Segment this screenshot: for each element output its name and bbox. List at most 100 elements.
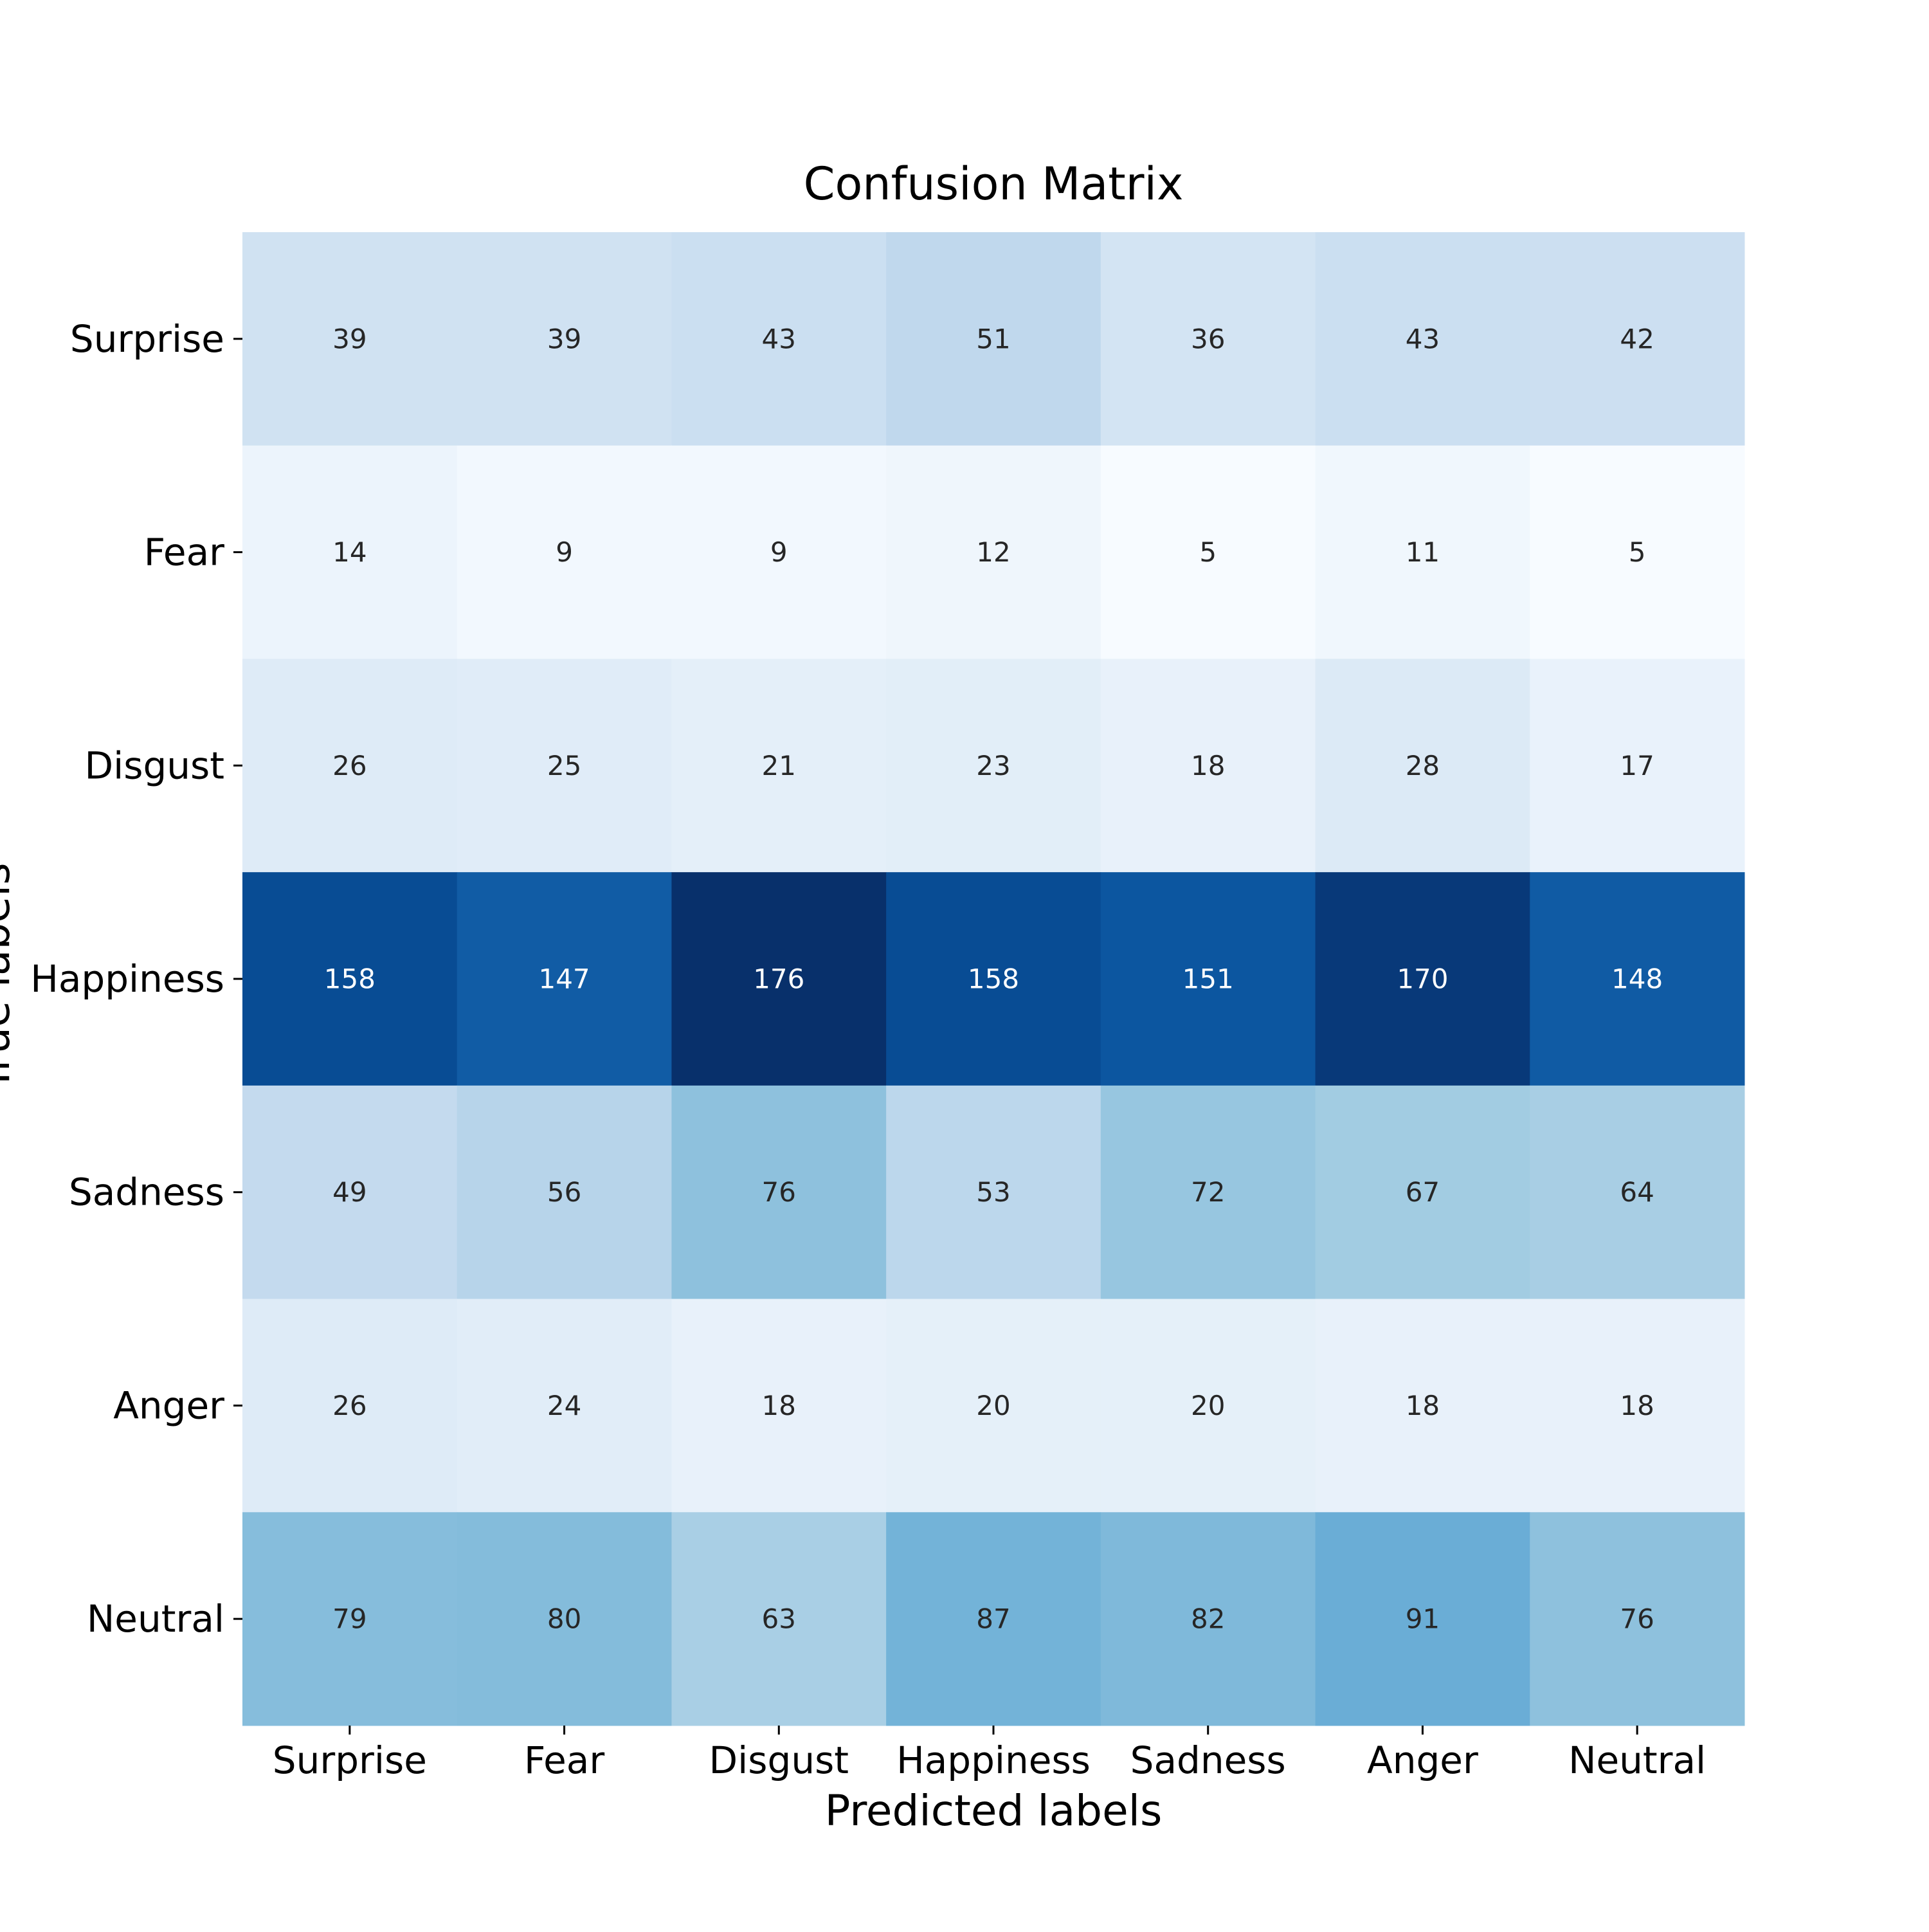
heatmap-cell [457, 232, 672, 446]
cell-value-label: 56 [547, 1176, 581, 1208]
cell-value-label: 64 [1620, 1176, 1654, 1208]
y-axis-title: True labels [0, 862, 19, 1091]
cell-value-label: 11 [1406, 536, 1440, 568]
heatmap-cell [886, 232, 1101, 446]
heatmap-cell [1315, 659, 1530, 873]
heatmap-cell [1315, 1299, 1530, 1513]
cell-value-label: 9 [556, 536, 573, 568]
heatmap-cell [1315, 872, 1530, 1086]
heatmap-cell [1100, 659, 1316, 873]
cell-value-label: 23 [976, 750, 1010, 781]
heatmap-cells [242, 232, 1745, 1726]
y-tick-label: Surprise [70, 317, 224, 361]
cell-value-label: 43 [1406, 323, 1440, 354]
cell-value-label: 12 [976, 536, 1010, 568]
cell-value-label: 18 [1406, 1390, 1440, 1421]
cell-value-label: 18 [1620, 1390, 1654, 1421]
cell-value-label: 5 [1199, 536, 1217, 568]
cell-value-label: 42 [1620, 323, 1654, 354]
heatmap-cell [457, 1085, 672, 1300]
cell-value-label: 17 [1620, 750, 1654, 781]
heatmap-cell [1530, 872, 1745, 1086]
x-tick-label: Neutral [1568, 1738, 1706, 1782]
y-tick-label: Disgust [84, 743, 224, 787]
cell-value-label: 36 [1191, 323, 1225, 354]
cell-value-label: 151 [1182, 963, 1234, 995]
heatmap-cell [886, 1299, 1101, 1513]
heatmap-cell [886, 445, 1101, 659]
heatmap-cell [1315, 1085, 1530, 1300]
heatmap-cell [1315, 1512, 1530, 1726]
cell-value-label: 18 [762, 1390, 796, 1421]
heatmap-cell [1530, 232, 1745, 446]
cell-value-label: 79 [332, 1603, 367, 1635]
heatmap-cell [671, 1085, 887, 1300]
heatmap-cell [457, 1299, 672, 1513]
cell-value-label: 80 [547, 1603, 581, 1635]
cell-value-labels: 39 39 43 51 36 43 42 14 9 9 12 5 11 5 26 25 21 23 18 28 17 15… [324, 323, 1663, 1634]
cell-value-label: 39 [547, 323, 581, 354]
heatmap-cell [242, 1085, 458, 1300]
heatmap-cell [1100, 445, 1316, 659]
cell-value-label: 76 [762, 1176, 796, 1208]
heatmap-cell [671, 445, 887, 659]
cell-value-label: 25 [547, 750, 581, 781]
x-axis: Surprise Fear Disgust Happiness Sadness Anger… [273, 1726, 1706, 1782]
cell-value-label: 28 [1406, 750, 1440, 781]
heatmap-cell [242, 872, 458, 1086]
cell-value-label: 14 [332, 536, 367, 568]
heatmap-cell [886, 1512, 1101, 1726]
cell-value-label: 53 [976, 1176, 1010, 1208]
heatmap-cell [457, 872, 672, 1086]
x-axis-title: Predicted labels [825, 1786, 1163, 1836]
y-tick-label: Sadness [69, 1171, 224, 1214]
cell-value-label: 43 [762, 323, 796, 354]
y-tick-label: Neutral [87, 1597, 224, 1641]
x-tick-label: Happiness [896, 1738, 1091, 1782]
cell-value-label: 49 [332, 1176, 367, 1208]
x-tick-label: Disgust [709, 1738, 849, 1782]
cell-value-label: 147 [538, 963, 590, 995]
cell-value-label: 158 [968, 963, 1019, 995]
cell-value-label: 76 [1620, 1603, 1654, 1635]
heatmap-cell [1100, 872, 1316, 1086]
heatmap-cell [1530, 659, 1745, 873]
cell-value-label: 26 [332, 750, 367, 781]
heatmap-cell [671, 1299, 887, 1513]
cell-value-label: 9 [770, 536, 788, 568]
y-tick-label: Happiness [30, 957, 224, 1001]
cell-value-label: 91 [1406, 1603, 1440, 1635]
heatmap-cell [1315, 445, 1530, 659]
x-tick-label: Surprise [273, 1738, 427, 1782]
heatmap-cell [671, 659, 887, 873]
cell-value-label: 21 [762, 750, 796, 781]
cell-value-label: 82 [1191, 1603, 1225, 1635]
cell-value-label: 20 [1191, 1390, 1225, 1421]
heatmap-cell [242, 1299, 458, 1513]
chart-title: Confusion Matrix [804, 158, 1184, 210]
heatmap-cell [242, 445, 458, 659]
heatmap-cell [242, 659, 458, 873]
y-tick-label: Anger [113, 1383, 224, 1427]
heatmap-cell [886, 1085, 1101, 1300]
x-tick-label: Anger [1367, 1738, 1478, 1782]
heatmap-cell [886, 872, 1101, 1086]
cell-value-label: 63 [762, 1603, 796, 1635]
heatmap-cell [671, 872, 887, 1086]
cell-value-label: 176 [753, 963, 804, 995]
heatmap-cell [457, 445, 672, 659]
heatmap-cell [1530, 1085, 1745, 1300]
y-axis: Surprise Fear Disgust Happiness Sadness Anger… [30, 317, 242, 1641]
cell-value-label: 72 [1191, 1176, 1225, 1208]
cell-value-label: 18 [1191, 750, 1225, 781]
heatmap-cell [1100, 1299, 1316, 1513]
y-tick-label: Fear [144, 531, 224, 574]
heatmap-cell [1100, 1085, 1316, 1300]
heatmap-cell [886, 659, 1101, 873]
heatmap-cell [671, 232, 887, 446]
cell-value-label: 24 [547, 1390, 581, 1421]
heatmap-cell [1315, 232, 1530, 446]
cell-value-label: 51 [976, 323, 1010, 354]
